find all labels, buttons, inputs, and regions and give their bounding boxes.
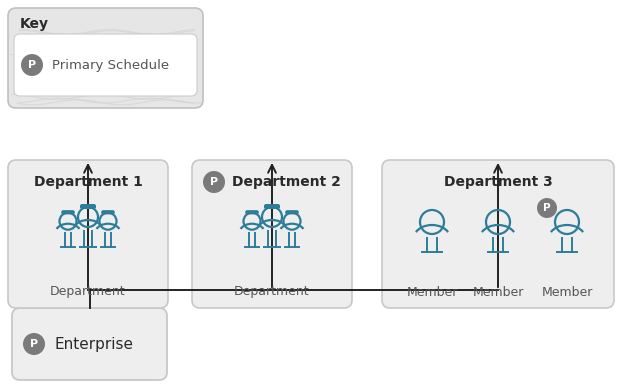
- Text: P: P: [30, 339, 38, 349]
- Text: Department: Department: [50, 286, 126, 298]
- Circle shape: [23, 333, 45, 355]
- Text: Key: Key: [20, 17, 49, 31]
- FancyBboxPatch shape: [264, 204, 280, 209]
- Text: P: P: [28, 60, 36, 70]
- FancyBboxPatch shape: [8, 8, 203, 108]
- Text: Member: Member: [406, 286, 458, 298]
- FancyBboxPatch shape: [12, 308, 167, 380]
- FancyBboxPatch shape: [245, 210, 259, 214]
- Text: Enterprise: Enterprise: [54, 336, 133, 352]
- Text: P: P: [210, 177, 218, 187]
- FancyBboxPatch shape: [61, 210, 75, 214]
- FancyBboxPatch shape: [101, 210, 115, 214]
- Circle shape: [21, 54, 43, 76]
- FancyBboxPatch shape: [285, 210, 299, 214]
- Circle shape: [537, 198, 557, 218]
- FancyBboxPatch shape: [8, 160, 168, 308]
- Text: Member: Member: [541, 286, 592, 298]
- Circle shape: [203, 171, 225, 193]
- Text: Primary Schedule: Primary Schedule: [52, 58, 169, 72]
- Text: Department: Department: [234, 286, 310, 298]
- Text: Department 1: Department 1: [34, 175, 143, 189]
- FancyBboxPatch shape: [80, 204, 96, 209]
- Text: Member: Member: [472, 286, 524, 298]
- FancyBboxPatch shape: [382, 160, 614, 308]
- FancyBboxPatch shape: [192, 160, 352, 308]
- Text: Department 2: Department 2: [232, 175, 341, 189]
- Text: P: P: [543, 203, 551, 213]
- FancyBboxPatch shape: [14, 34, 197, 96]
- Text: Department 3: Department 3: [444, 175, 553, 189]
